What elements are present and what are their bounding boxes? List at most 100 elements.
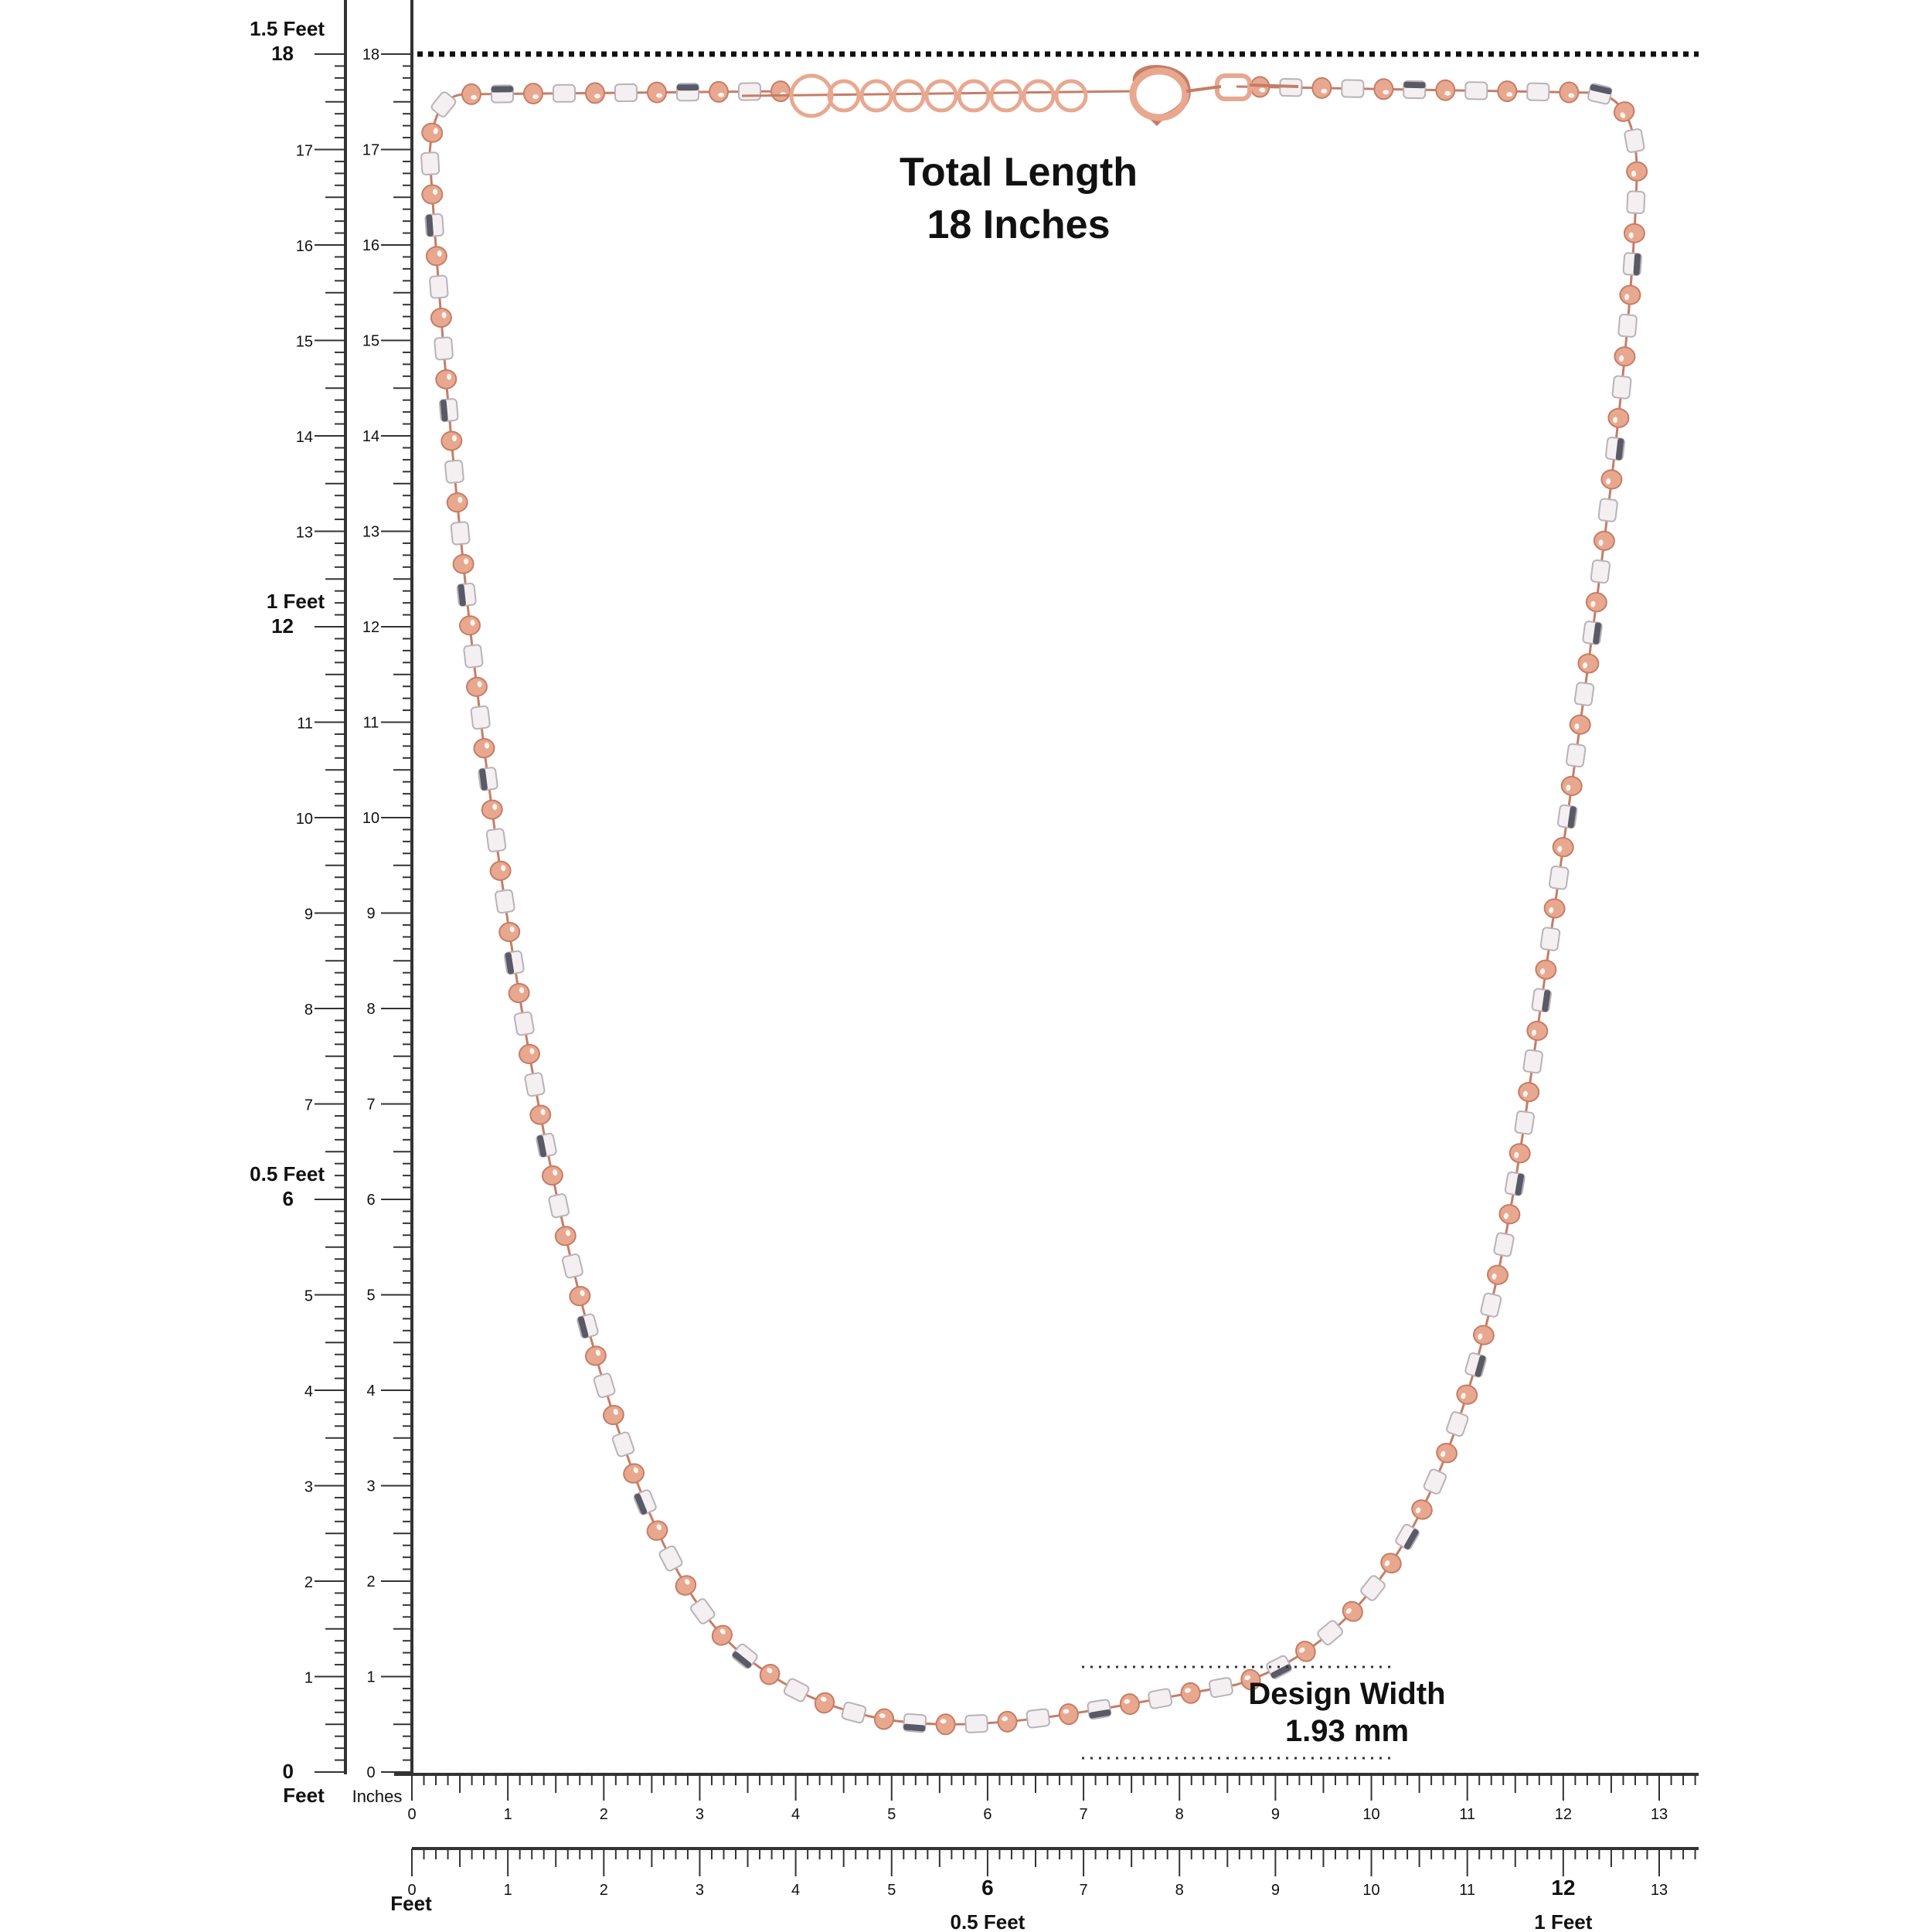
chain-bead	[1587, 83, 1613, 105]
bead-rose-gold	[446, 492, 468, 513]
ruler-tick-label: 9	[366, 906, 375, 923]
chain-bead	[424, 213, 444, 237]
bead-silver	[1526, 82, 1550, 101]
chain-bead	[1614, 346, 1636, 367]
chain-bead	[463, 644, 484, 668]
ruler-tick-label: 8	[366, 1001, 375, 1018]
chain-bead	[1436, 1443, 1458, 1464]
bead-shadow	[1089, 1709, 1111, 1719]
bead-highlight	[1492, 1273, 1497, 1280]
bead-highlight	[1444, 90, 1451, 96]
bead-silver	[593, 1372, 616, 1399]
jump-ring	[892, 79, 926, 113]
bead-highlight	[580, 1290, 585, 1297]
ruler-tick-label: 18	[271, 42, 294, 65]
chain-bead	[438, 398, 459, 423]
chain-bead	[1456, 1384, 1478, 1405]
chain-bead	[1566, 743, 1587, 768]
clasp-connector	[1249, 83, 1299, 88]
bead-silver	[1446, 1411, 1469, 1437]
chain-bead	[873, 1708, 895, 1730]
chain-bead	[495, 889, 515, 914]
bead-highlight	[457, 496, 463, 503]
bead-rose-gold	[1119, 1693, 1140, 1716]
bead-shadow	[479, 768, 488, 791]
inch-ruler-horizontal: 0 1 2 3 4 5 6 7 8 9 10 11 12 13	[407, 1774, 1696, 1823]
chain-bead	[1535, 959, 1557, 980]
bead-highlight	[1440, 1451, 1446, 1458]
bead-highlight	[1383, 90, 1389, 95]
ruler-tick-label: 17	[296, 143, 313, 160]
ruler-tick-label: 6	[981, 1876, 994, 1900]
chain-bead	[1423, 1468, 1447, 1495]
bead-highlight	[1606, 478, 1611, 485]
chain-bead	[1295, 1641, 1316, 1662]
ruler-tick-label: 15	[296, 334, 313, 351]
bead-rose-gold	[1518, 1082, 1540, 1103]
bead-highlight	[1124, 1699, 1131, 1704]
chain-bead	[711, 1624, 733, 1646]
ruler-tick-label: 13	[362, 524, 379, 541]
bead-rose-gold	[1619, 284, 1641, 305]
chain-bead	[1582, 621, 1603, 645]
chain-bead	[737, 82, 762, 101]
ruler-tick-label: 10	[362, 810, 379, 827]
bead-highlight	[1063, 1709, 1070, 1714]
bead-rose-gold	[1623, 223, 1645, 243]
chain-bead	[614, 83, 638, 103]
chain-bead	[841, 1701, 867, 1724]
bead-highlight	[1514, 1151, 1519, 1158]
bead-rose-gold	[440, 430, 463, 451]
bead-highlight	[633, 1467, 638, 1474]
chain-bead	[440, 430, 463, 451]
bead-silver	[1423, 1468, 1447, 1495]
bead-silver	[1539, 927, 1561, 951]
jump-ring	[827, 79, 861, 113]
bead-shadow	[1590, 84, 1612, 95]
feet-mark-label: 1.5 Feet	[250, 17, 325, 40]
bead-rose-gold	[421, 184, 444, 205]
bead-shadow	[457, 584, 466, 607]
bead-silver	[429, 274, 449, 299]
bead-highlight	[529, 1048, 535, 1055]
ruler-tick-label: 12	[362, 619, 379, 636]
chain-bead	[519, 1043, 540, 1064]
chain-bead	[1526, 1020, 1549, 1041]
bead-rose-gold	[1509, 1143, 1531, 1164]
ruler-tick-label: 10	[296, 811, 313, 828]
bead-rose-gold	[711, 1624, 733, 1646]
bead-shadow	[732, 1651, 752, 1668]
bead-highlight	[1345, 1608, 1352, 1614]
bead-highlight	[1298, 1647, 1305, 1653]
bead-rose-gold	[1552, 837, 1574, 858]
chain-bead	[1497, 80, 1518, 103]
bead-rose-gold	[584, 1345, 607, 1366]
bead-shadow	[1542, 990, 1551, 1012]
chain-bead	[430, 308, 452, 328]
bead-rose-gold	[466, 676, 488, 697]
ruler-tick-label: 5	[366, 1287, 375, 1304]
ruler-tick-label: 16	[296, 238, 313, 255]
chain-bead	[1543, 898, 1566, 919]
ruler-tick-label: 9	[304, 906, 313, 923]
bead-highlight	[1631, 170, 1637, 177]
chain-bead	[1590, 559, 1611, 584]
chain-bead	[444, 459, 464, 484]
ruler-tick-label: 18	[362, 46, 379, 63]
chain-bead	[473, 738, 495, 759]
bead-highlight	[1619, 355, 1624, 362]
chain-bead	[690, 1598, 716, 1624]
chain-bead	[675, 83, 700, 102]
chain-bead	[1087, 1699, 1112, 1720]
chain-bead	[1526, 82, 1550, 101]
inches-unit-label: Inches	[352, 1787, 403, 1806]
chain-bead	[1626, 161, 1648, 182]
bead-highlight	[1624, 294, 1630, 301]
jump-ring	[924, 79, 958, 113]
bead-highlight	[477, 681, 482, 688]
chain-bead	[485, 828, 507, 852]
ruler-tick-label: 5	[887, 1806, 896, 1823]
ruler-tick-label: 7	[304, 1097, 313, 1114]
